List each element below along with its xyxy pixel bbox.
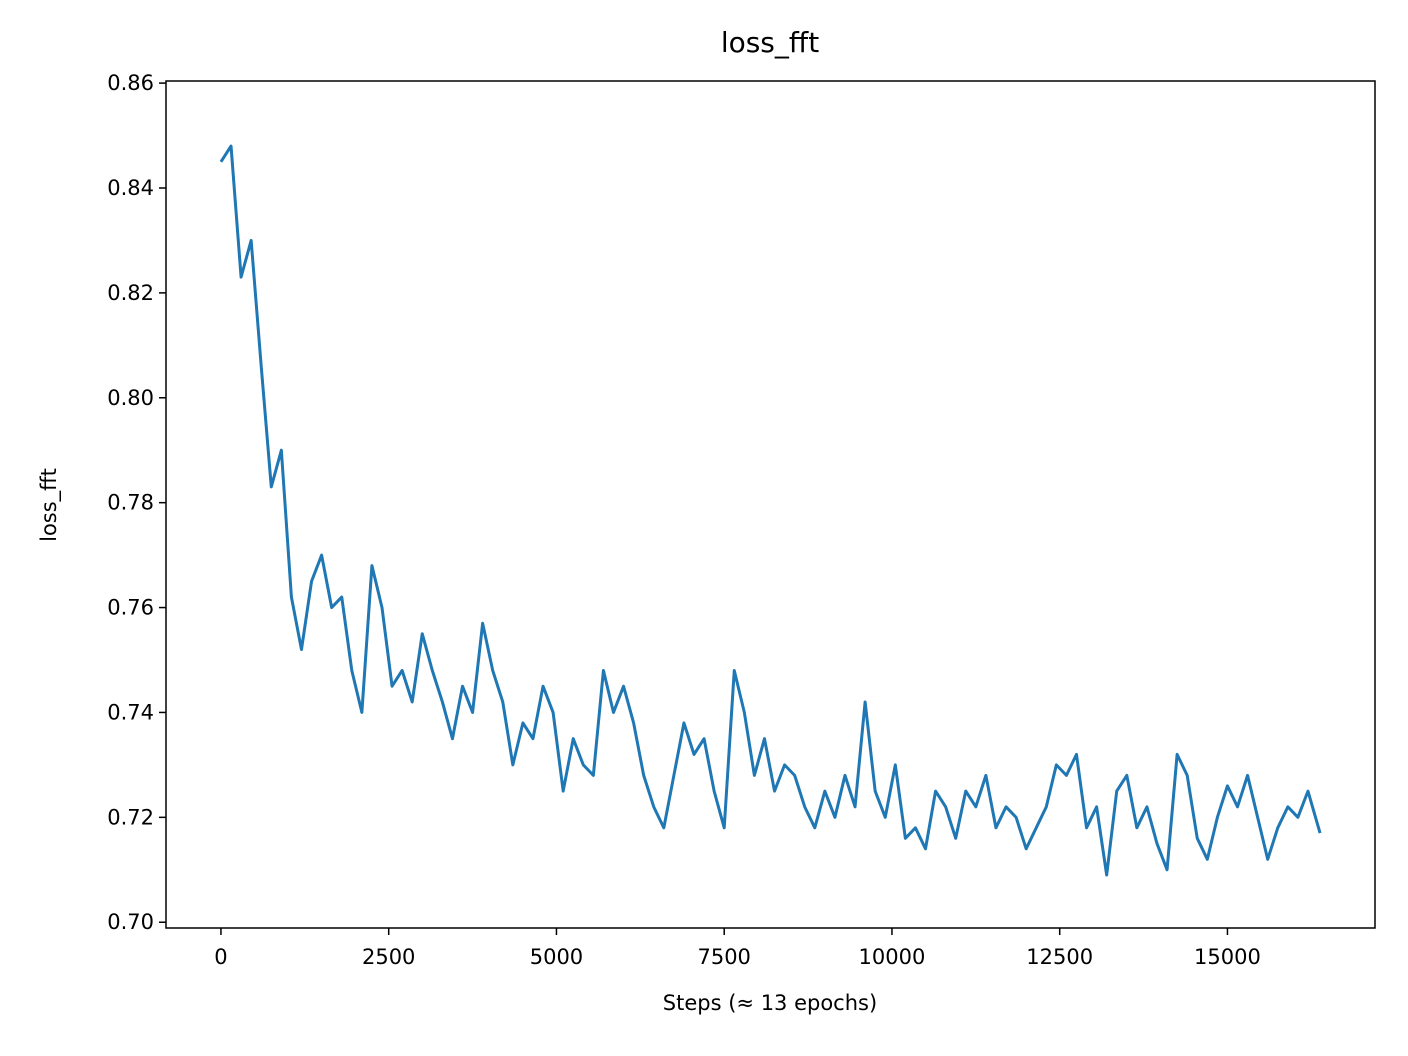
x-tick-label: 12500 <box>1026 945 1093 969</box>
x-tick-label: 0 <box>214 945 227 969</box>
y-tick-label: 0.78 <box>107 491 154 515</box>
y-tick-label: 0.70 <box>107 910 154 934</box>
y-tick-label: 0.72 <box>107 805 154 829</box>
x-tick-label: 15000 <box>1194 945 1261 969</box>
x-tick-label: 5000 <box>530 945 583 969</box>
plot-frame <box>165 80 1376 929</box>
x-tick-label: 7500 <box>697 945 750 969</box>
x-tick-label: 2500 <box>362 945 415 969</box>
y-tick-label: 0.76 <box>107 596 154 620</box>
data-line <box>219 144 1322 877</box>
x-axis-label: Steps (≈ 13 epochs) <box>663 991 877 1015</box>
chart-title: loss_fft <box>721 26 819 59</box>
y-tick-label: 0.80 <box>107 386 154 410</box>
y-tick-label: 0.86 <box>107 71 154 95</box>
y-tick-label: 0.84 <box>107 176 154 200</box>
y-tick-label: 0.82 <box>107 281 154 305</box>
y-tick-label: 0.74 <box>107 700 154 724</box>
x-tick-label: 10000 <box>859 945 926 969</box>
y-axis-label: loss_fft <box>37 468 62 542</box>
